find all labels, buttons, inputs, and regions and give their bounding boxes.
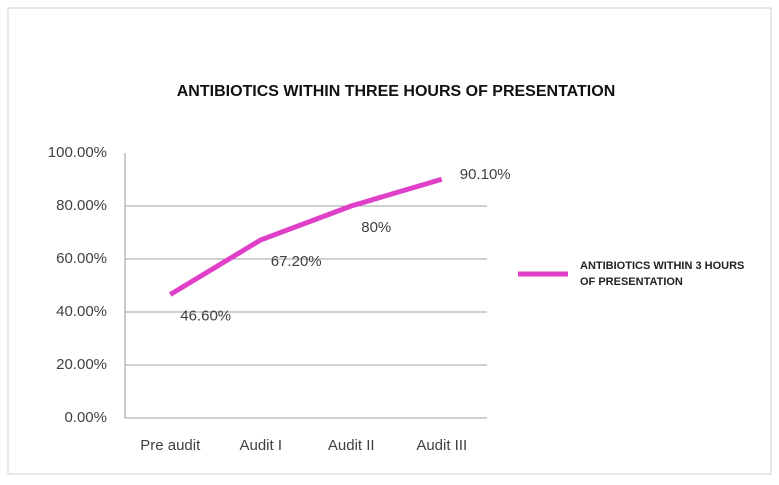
x-tick-label: Audit III <box>416 437 467 454</box>
data-label: 67.20% <box>271 253 322 270</box>
y-tick-label: 80.00% <box>56 197 107 214</box>
data-label: 46.60% <box>180 307 231 324</box>
y-tick-label: 100.00% <box>48 144 107 161</box>
y-tick-label: 20.00% <box>56 356 107 373</box>
data-label: 80% <box>361 219 391 236</box>
chart-frame <box>7 7 772 475</box>
data-label: 90.10% <box>460 166 511 183</box>
y-tick-label: 40.00% <box>56 303 107 320</box>
chart-title: ANTIBIOTICS WITHIN THREE HOURS OF PRESEN… <box>177 83 616 100</box>
y-tick-label: 60.00% <box>56 250 107 267</box>
data-line <box>168 176 443 297</box>
x-tick-label: Audit II <box>328 437 375 454</box>
x-tick-label: Pre audit <box>140 437 201 454</box>
x-tick-label: Audit I <box>239 437 282 454</box>
legend-label: ANTIBIOTICS WITHIN 3 HOURS OF PRESENTATI… <box>580 260 745 288</box>
y-tick-label: 0.00% <box>64 409 107 426</box>
